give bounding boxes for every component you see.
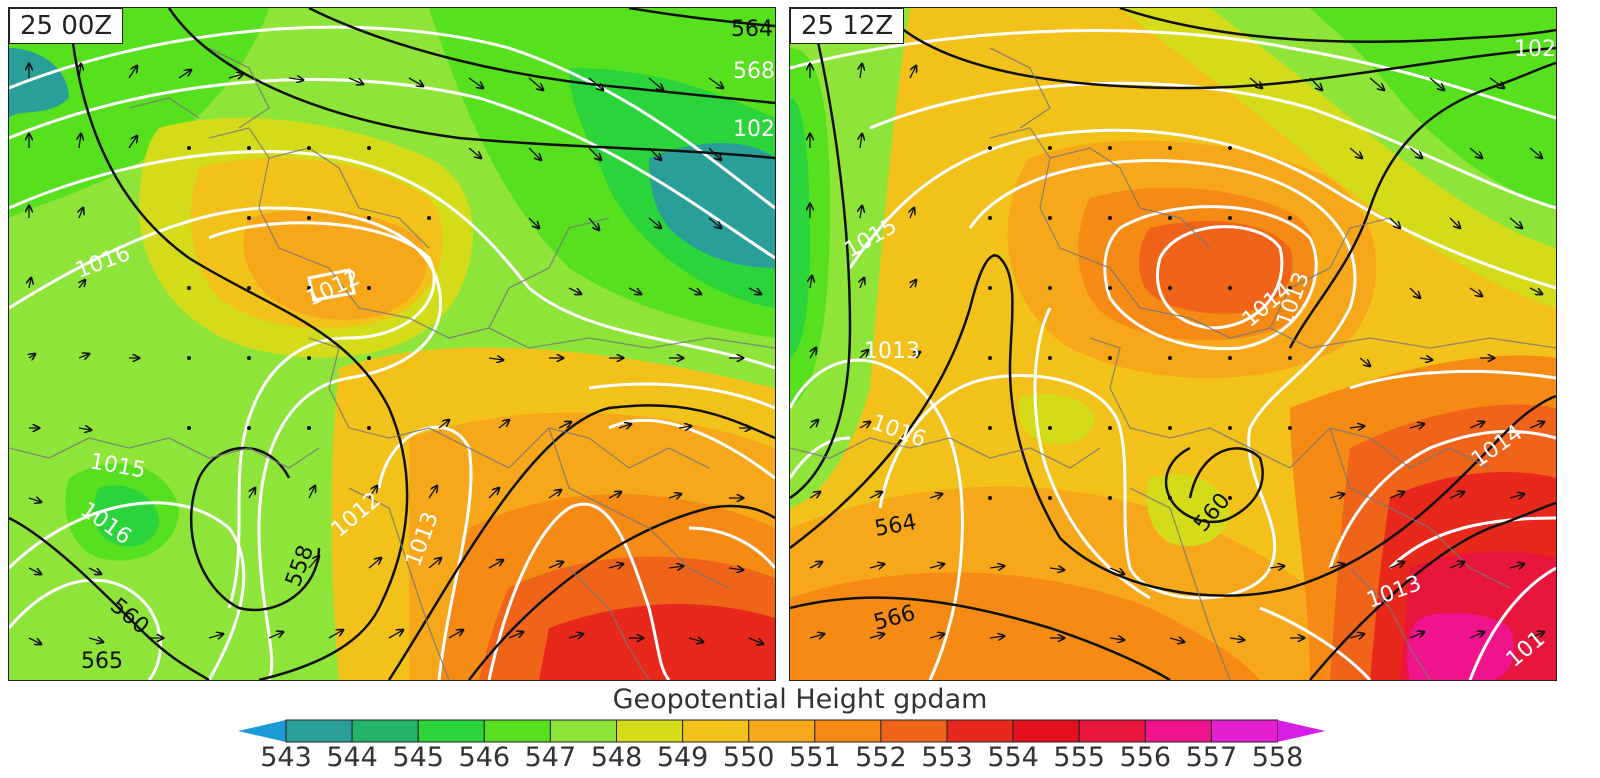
map-panel-right: 25 12Z	[789, 7, 1557, 681]
map-left-svg: 1012 1015 1016 1012 1016 1013 558 564 56…	[9, 8, 775, 680]
map-right-svg: 1015 1013 1016 1014 1013 1013 564 566 56…	[790, 8, 1556, 680]
colorbar-swatch	[1144, 719, 1212, 743]
isobar-label: 102	[1514, 37, 1556, 62]
height-label: 564	[731, 17, 773, 42]
height-label: 568	[733, 59, 775, 84]
colorbar-swatch	[351, 719, 419, 743]
colorbar-tick-label: 546	[458, 742, 511, 773]
colorbar-tick-label: 549	[656, 742, 709, 773]
colorbar-swatch	[1210, 719, 1279, 743]
colorbar-swatch	[616, 719, 684, 743]
isobar-label: 1013	[864, 339, 920, 364]
colorbar-swatch	[549, 719, 617, 743]
isobar-label: 102	[733, 117, 775, 142]
height-label: 565	[81, 649, 123, 674]
field-550-center	[243, 209, 427, 320]
colorbar-tick-label: 554	[987, 742, 1039, 773]
colorbar-tick-label: 558	[1251, 742, 1304, 773]
colorbar-swatch	[880, 719, 948, 743]
field-546-nw	[9, 8, 269, 218]
colorbar-tick-label: 550	[722, 742, 775, 773]
colorbar-tick-label: 552	[855, 742, 907, 773]
time-label-right: 25 12Z	[790, 8, 905, 44]
colorbar-extend-low	[238, 720, 286, 742]
wind-arrows-right	[810, 64, 1544, 642]
colorbar-swatch	[285, 719, 353, 743]
field-553-center	[1138, 220, 1293, 314]
field-546-ne	[1310, 8, 1556, 208]
field-545-sw	[93, 485, 159, 547]
colorbar-tick-label: 555	[1053, 742, 1105, 773]
colorbar-tick-label: 553	[921, 742, 973, 773]
colorbar-title: Geopotential Height gpdam	[612, 684, 988, 715]
country-borders-right	[790, 47, 1556, 680]
time-label-left: 25 00Z	[9, 8, 124, 44]
height-contours-left	[9, 8, 775, 680]
colorbar-swatch	[748, 719, 816, 743]
country-borders-left	[9, 47, 775, 680]
colorbar-swatch	[417, 719, 485, 743]
colorbar-swatch	[682, 719, 750, 743]
colorbar-tick-label: 543	[260, 742, 312, 773]
wind-arrows-left	[29, 64, 763, 644]
colorbar-tick-label: 557	[1185, 742, 1238, 773]
colorbar-tick-label: 545	[392, 742, 444, 773]
colorbar-tick-label: 548	[590, 742, 643, 773]
colorbar-extend-high	[1277, 720, 1326, 742]
calm-dots-left	[187, 146, 431, 430]
colorbar-tick-label: 556	[1119, 742, 1172, 773]
colorbar-swatch	[946, 719, 1014, 743]
height-contours-right	[790, 8, 1556, 680]
field-557-se	[1407, 612, 1514, 680]
field-545-west	[790, 98, 810, 358]
calm-dots-right	[988, 146, 1292, 500]
isobars-left	[9, 25, 775, 680]
map-panel-left: 25 00Z	[8, 7, 776, 681]
field-543-nw	[9, 48, 69, 118]
colorbar-swatch	[814, 719, 882, 743]
colorbar-swatch	[1012, 719, 1080, 743]
colorbar-tick-label: 551	[789, 742, 841, 773]
colorbar-swatch	[1078, 719, 1146, 743]
colorbar-tick-label: 544	[326, 742, 378, 773]
colorbar-tick-label: 547	[524, 742, 577, 773]
colorbar	[238, 719, 1326, 743]
colorbar-swatch	[483, 719, 551, 743]
